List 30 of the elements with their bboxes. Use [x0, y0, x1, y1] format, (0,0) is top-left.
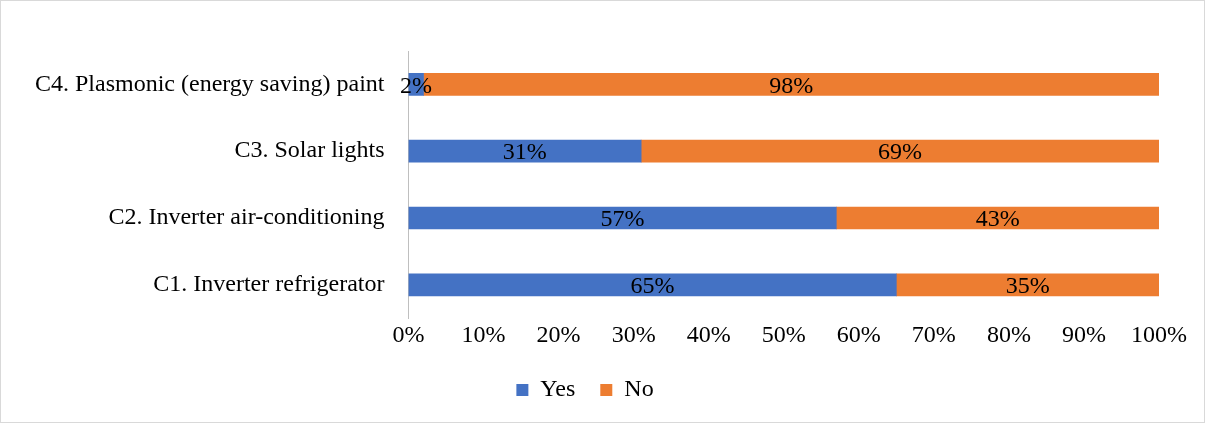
y-tick-label: C4. Plasmonic (energy saving) paint — [35, 69, 385, 96]
data-label: 43% — [975, 205, 1020, 232]
bar — [408, 139, 642, 163]
y-tick-label: C2. Inverter air-conditioning — [108, 203, 385, 230]
data-label: 69% — [878, 138, 923, 165]
data-label: 35% — [1005, 272, 1050, 299]
x-tick-label: 0% — [392, 320, 425, 347]
x-tick-label: 80% — [986, 320, 1031, 347]
x-tick-label: 70% — [911, 320, 956, 347]
bar — [835, 206, 1159, 230]
legend-label: Yes — [540, 375, 576, 402]
data-label: 65% — [630, 272, 675, 299]
y-tick-label: C1. Inverter refrigerator — [153, 270, 385, 297]
x-tick-label: 30% — [611, 320, 656, 347]
x-tick-label: 40% — [686, 320, 731, 347]
bar — [896, 273, 1159, 297]
data-label: 98% — [769, 71, 814, 98]
data-label: 31% — [502, 138, 547, 165]
bar — [408, 206, 837, 230]
data-label: 57% — [600, 205, 645, 232]
bar — [408, 273, 897, 297]
y-tick-label: C3. Solar lights — [234, 136, 385, 163]
x-tick-label: 100% — [1131, 320, 1187, 347]
x-tick-label: 90% — [1061, 320, 1106, 347]
x-tick-label: 60% — [836, 320, 881, 347]
bar — [640, 139, 1159, 163]
x-tick-label: 50% — [761, 320, 806, 347]
x-tick-label: 20% — [536, 320, 581, 347]
legend-label: No — [624, 375, 654, 402]
x-tick-label: 10% — [461, 320, 506, 347]
